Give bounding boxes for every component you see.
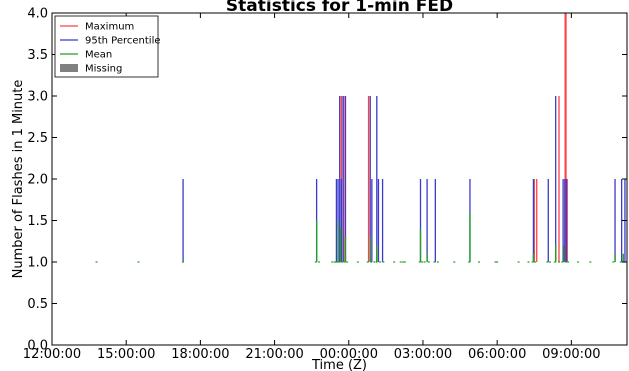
y-tick-label: 3.0 xyxy=(27,90,48,105)
y-tick-label: 4.0 xyxy=(27,7,48,22)
legend-label: Missing xyxy=(85,64,122,75)
y-tick-label: 2.5 xyxy=(27,131,48,146)
legend-label: Mean xyxy=(85,50,112,61)
x-tick-label: 00:00:00 xyxy=(320,347,378,362)
x-tick-label: 12:00:00 xyxy=(23,347,81,362)
x-tick-label: 15:00:00 xyxy=(97,347,155,362)
x-axis-label: Time (Z) xyxy=(311,358,367,371)
x-tick-label: 18:00:00 xyxy=(171,347,229,362)
legend: Maximum 95th Percentile Mean Missing xyxy=(54,15,161,78)
x-tick-label: 03:00:00 xyxy=(394,347,452,362)
chart-title: Statistics for 1-min FED xyxy=(226,0,453,16)
legend-label: Maximum xyxy=(85,22,134,33)
legend-label: 95th Percentile xyxy=(85,36,161,47)
series-mean xyxy=(95,212,626,263)
y-axis-label: Number of Flashes in 1 Minute xyxy=(11,80,26,279)
x-tick-label: 09:00:00 xyxy=(542,347,600,362)
legend-swatch-patch xyxy=(60,64,78,72)
y-tick-label: 1.0 xyxy=(27,256,48,271)
y-tick-label: 3.5 xyxy=(27,48,48,63)
y-tick-label: 0.5 xyxy=(27,297,48,312)
y-tick-label: 1.5 xyxy=(27,214,48,229)
x-tick-label: 06:00:00 xyxy=(468,347,526,362)
x-tick-label: 21:00:00 xyxy=(245,347,303,362)
series-95th-percentile xyxy=(182,96,626,262)
y-tick-label: 2.0 xyxy=(27,173,48,188)
y-tick-label: 0.0 xyxy=(27,339,48,354)
